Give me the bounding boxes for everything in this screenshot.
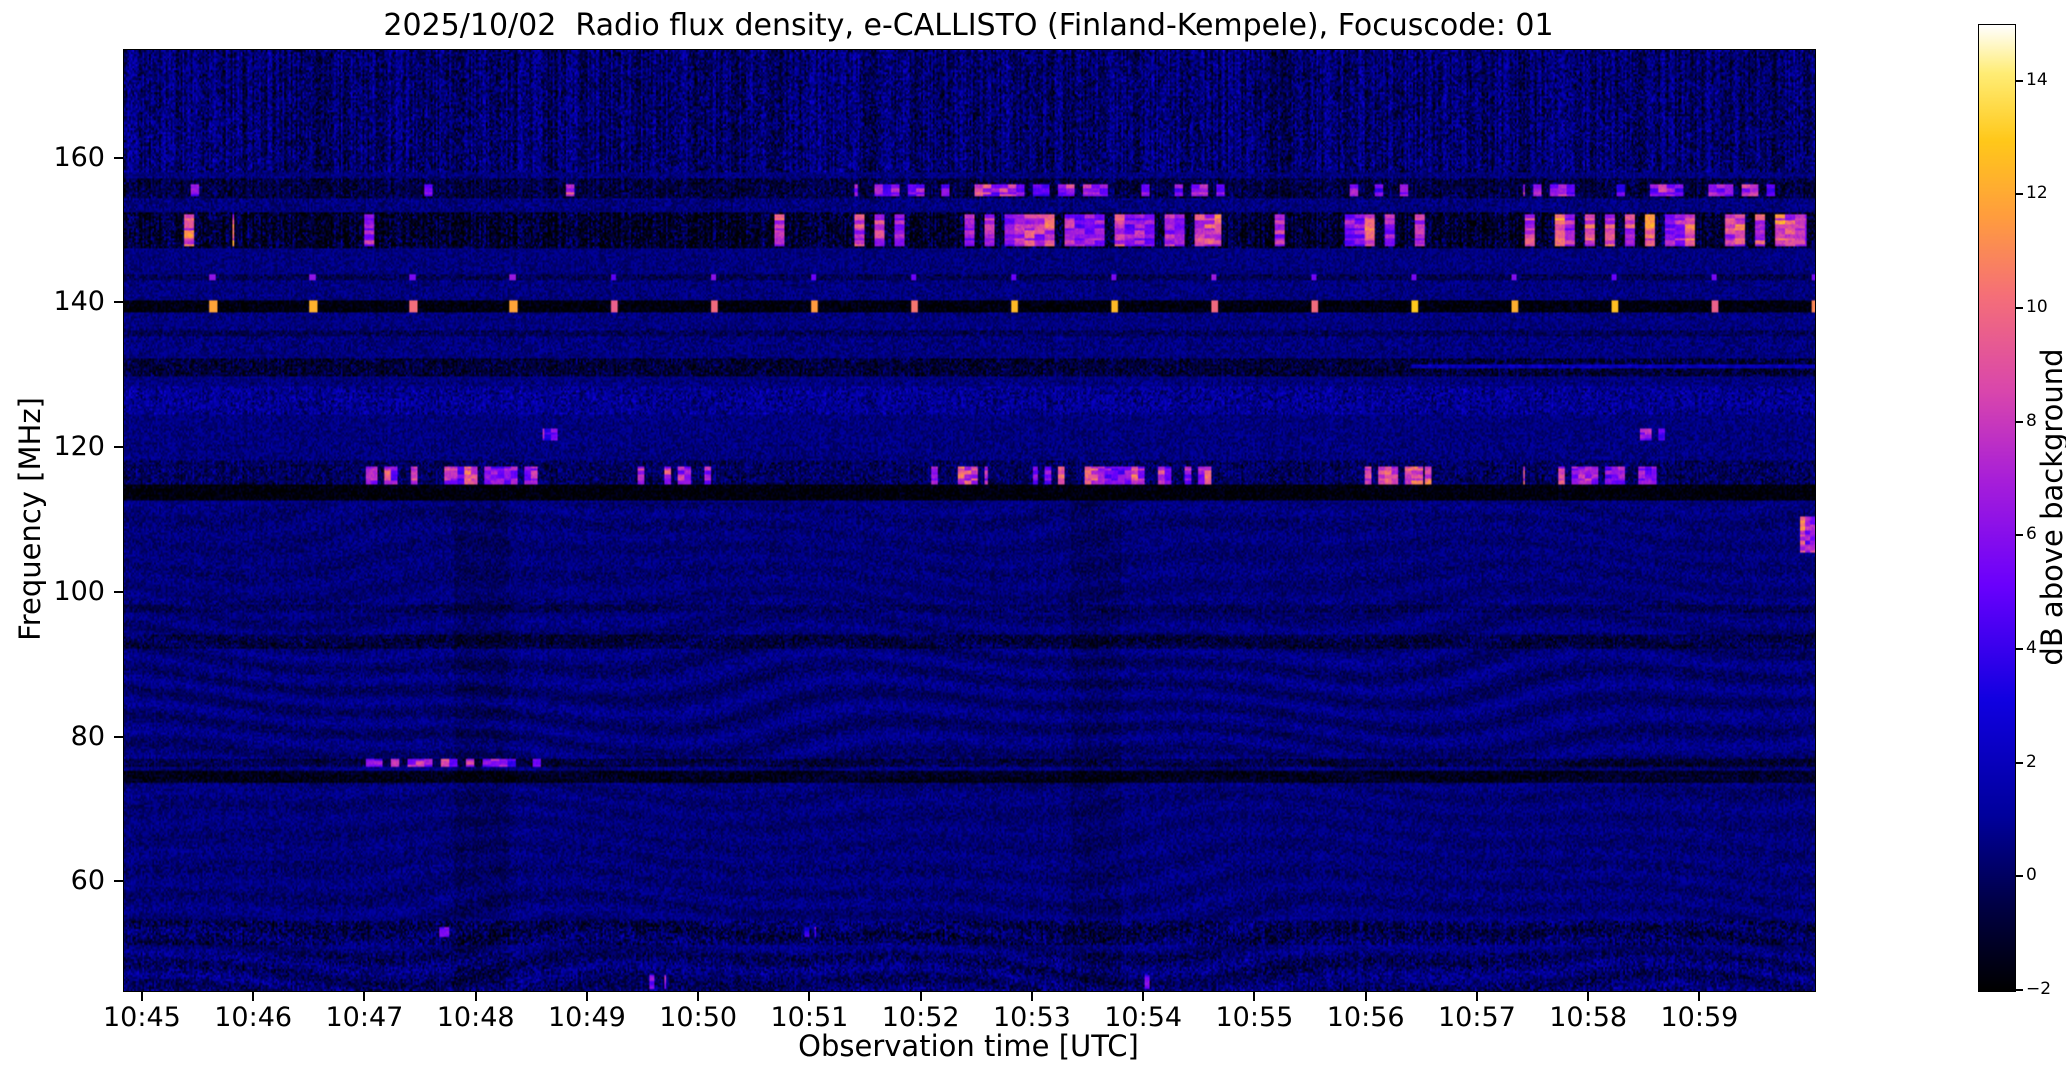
colorbar-tick-mark [2016,989,2023,991]
y-tick-label: 60 [70,865,105,897]
x-tick-mark [1475,992,1478,1001]
colorbar-tick-mark [2016,534,2023,537]
x-tick-label: 10:57 [1438,1002,1516,1033]
y-tick-label: 160 [53,141,105,173]
colorbar-tick-mark [2016,79,2023,82]
x-tick-mark [252,992,255,1001]
colorbar-tick-mark [2016,193,2023,196]
plot-area [123,49,1816,992]
y-tick-mark [114,446,123,449]
y-tick-mark [114,735,123,738]
colorbar-tick-mark [2016,875,2023,878]
x-tick-label: 10:49 [548,1002,626,1033]
x-tick-label: 10:59 [1660,1002,1739,1033]
colorbar-tick-label: 0 [2026,865,2037,886]
colorbar-tick-label: 8 [2026,410,2037,431]
x-tick-label: 10:55 [1215,1002,1294,1033]
x-tick-label: 10:48 [436,1002,515,1033]
chart-title: 2025/10/02 Radio flux density, e-CALLIST… [383,8,1554,43]
x-tick-mark [474,992,477,1001]
x-tick-mark [1030,992,1033,1001]
colorbar-tick-mark [2016,420,2023,423]
colorbar-tick-label: 14 [2026,69,2048,90]
x-tick-label: 10:45 [103,1002,181,1033]
x-tick-mark [363,992,366,1001]
x-axis-label: Observation time [UTC] [798,1029,1139,1063]
y-tick-mark [114,156,123,159]
x-tick-mark [1253,992,1256,1001]
x-tick-label: 10:56 [1326,1002,1405,1033]
x-tick-label: 10:51 [770,1002,849,1033]
y-tick-mark [114,301,123,304]
colorbar-tick-label: 2 [2026,751,2037,772]
x-tick-mark [808,992,811,1001]
x-tick-mark [919,992,922,1001]
y-tick-mark [114,590,123,593]
x-tick-label: 10:58 [1549,1002,1628,1033]
colorbar-tick-label: 6 [2026,524,2037,545]
x-tick-mark [1587,992,1590,1001]
x-tick-mark [585,992,588,1001]
x-tick-mark [1142,992,1145,1001]
x-tick-label: 10:54 [1104,1002,1183,1033]
y-tick-label: 80 [70,720,105,752]
y-tick-label: 120 [53,431,105,463]
colorbar-tick-label: 10 [2026,297,2048,318]
x-tick-mark [140,992,143,1001]
x-tick-label: 10:50 [659,1002,738,1033]
x-tick-mark [697,992,700,1001]
colorbar-tick-mark [2016,761,2023,764]
x-tick-mark [1698,992,1701,1001]
x-tick-label: 10:46 [214,1002,293,1033]
spectrogram-canvas [124,50,1815,991]
colorbar-tick-label: −2 [2026,979,2052,999]
colorbar-tick-label: 4 [2026,638,2037,659]
colorbar-tick-mark [2016,648,2023,651]
colorbar-label: dB above background [2035,348,2066,666]
colorbar-tick-mark [2016,307,2023,310]
colorbar [1978,24,2016,992]
x-tick-mark [1364,992,1367,1001]
x-tick-label: 10:47 [325,1002,404,1033]
y-tick-label: 140 [53,286,105,318]
x-tick-label: 10:52 [881,1002,960,1033]
colorbar-tick-label: 12 [2026,183,2048,204]
x-tick-label: 10:53 [993,1002,1071,1033]
y-tick-label: 100 [53,575,105,607]
y-tick-mark [114,880,123,883]
